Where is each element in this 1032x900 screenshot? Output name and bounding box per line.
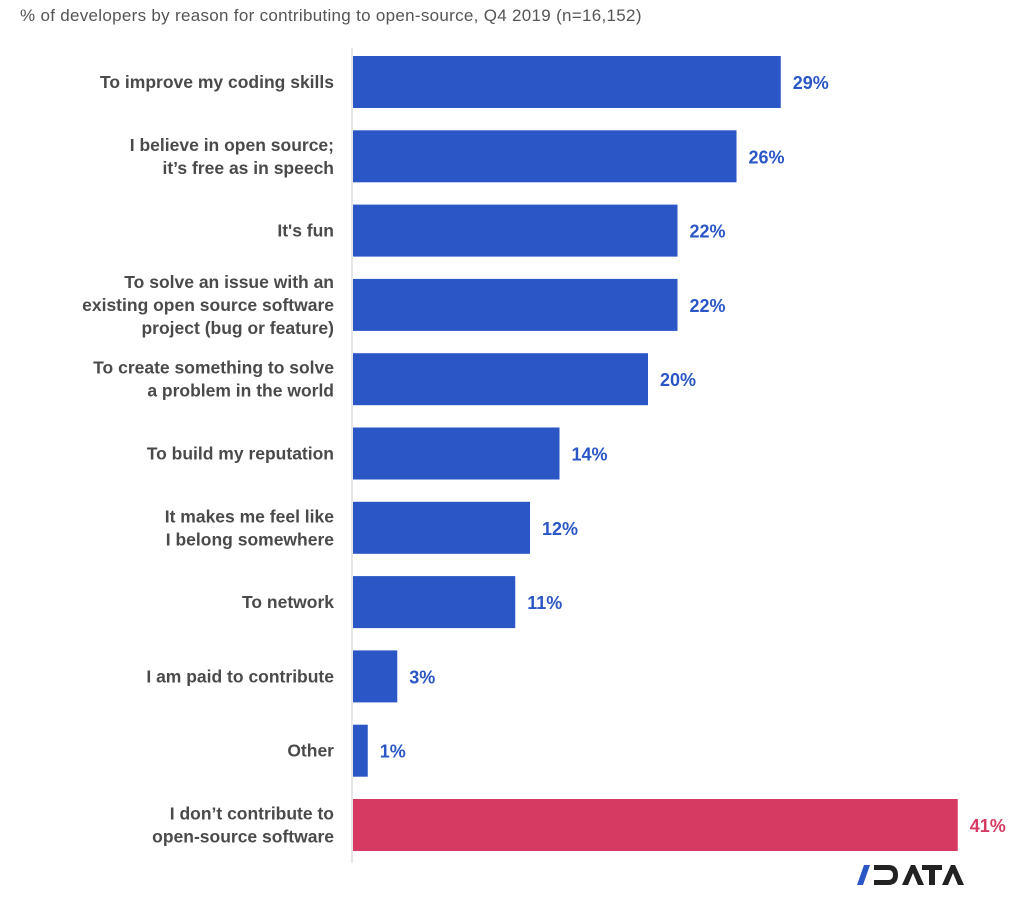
bar: [353, 130, 737, 183]
value-label: 12%: [542, 519, 578, 539]
bar: [353, 724, 368, 777]
value-label: 20%: [660, 370, 696, 390]
category-label: Other: [287, 741, 334, 761]
data-logo: [857, 865, 964, 885]
category-label: I am paid to contribute: [146, 666, 334, 686]
category-label: it’s free as in speech: [162, 158, 334, 178]
category-label: To network: [242, 592, 334, 612]
bar: [353, 204, 678, 257]
category-label: To solve an issue with an: [124, 272, 334, 292]
bar: [353, 353, 648, 406]
value-label: 22%: [690, 222, 726, 242]
category-label: I belong somewhere: [166, 529, 334, 549]
value-label: 29%: [793, 73, 829, 93]
category-label: To build my reputation: [147, 444, 334, 464]
category-label: I believe in open source;: [130, 135, 334, 155]
category-label: existing open source software: [82, 295, 334, 315]
category-label: It makes me feel like: [165, 506, 335, 526]
category-label: a problem in the world: [147, 381, 334, 401]
bar: [353, 278, 678, 331]
value-label: 14%: [572, 445, 608, 465]
value-label: 3%: [409, 667, 435, 687]
category-label: It's fun: [277, 221, 334, 241]
bar: [353, 576, 516, 629]
value-label: 11%: [527, 593, 562, 613]
bar: [353, 56, 781, 108]
category-label: open-source software: [152, 827, 334, 847]
bar: [353, 799, 958, 851]
value-label: 41%: [970, 816, 1006, 836]
category-label: project (bug or feature): [141, 318, 334, 338]
logo-slash: [857, 865, 870, 885]
bar: [353, 650, 398, 703]
bar: [353, 427, 560, 480]
category-label: I don’t contribute to: [170, 804, 334, 824]
bar: [353, 501, 530, 554]
chart-title: % of developers by reason for contributi…: [20, 6, 642, 25]
category-label: To create something to solve: [93, 358, 334, 378]
value-label: 26%: [749, 147, 785, 167]
logo-wordmark: [874, 865, 964, 885]
category-label: To improve my coding skills: [100, 72, 334, 92]
value-label: 22%: [690, 296, 726, 316]
value-label: 1%: [380, 742, 406, 762]
